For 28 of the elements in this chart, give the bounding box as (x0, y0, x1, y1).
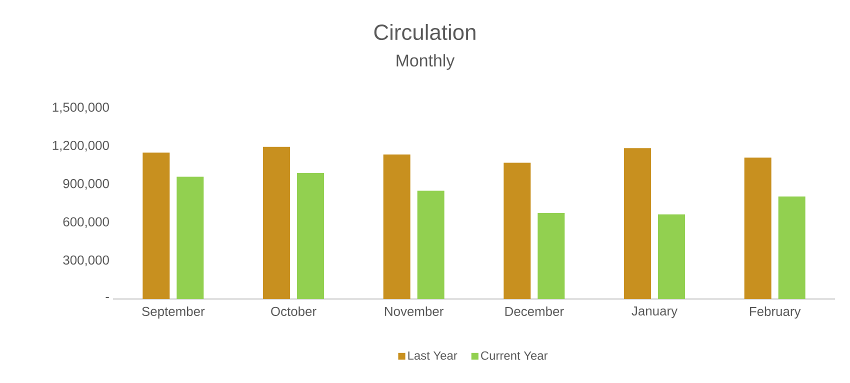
bar (538, 213, 565, 299)
chart-subtitle: Monthly (396, 54, 455, 70)
legend-label: Current Year (481, 351, 548, 360)
y-tick-label: 900,000 (63, 179, 109, 190)
y-tick-label: - (106, 297, 109, 298)
bar (383, 154, 410, 299)
x-tick-label: October (271, 306, 316, 316)
y-tick-label: 300,000 (63, 255, 109, 266)
bar (624, 148, 652, 299)
legend-label: Last Year (408, 351, 458, 360)
bar (778, 196, 806, 299)
chart-title: Circulation (374, 24, 476, 40)
y-tick-label: 1,200,000 (52, 140, 109, 152)
x-tick-label: September (142, 306, 205, 319)
y-tick-label: 600,000 (63, 217, 109, 228)
x-tick-label: February (750, 306, 801, 319)
y-tick-label: 1,500,000 (52, 102, 109, 114)
bar (744, 158, 772, 299)
bar (504, 162, 531, 299)
x-tick-label: January (632, 306, 678, 318)
bar (417, 190, 444, 299)
x-tick-label: December (505, 306, 564, 316)
bar (142, 152, 170, 299)
bar (658, 214, 686, 299)
bar (263, 146, 290, 299)
bar (297, 172, 324, 299)
x-tick-label: November (385, 306, 444, 316)
bar (176, 176, 204, 299)
